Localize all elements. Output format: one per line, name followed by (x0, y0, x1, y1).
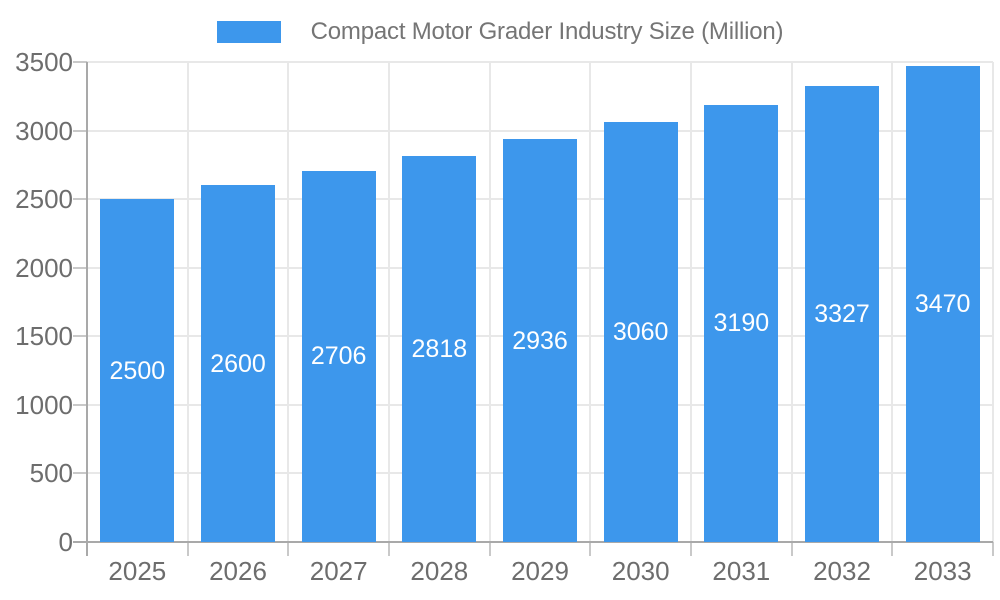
y-tick-label: 3000 (15, 115, 73, 146)
y-tick (73, 198, 87, 201)
x-tick (589, 542, 592, 556)
y-tick (73, 403, 87, 406)
bar[interactable] (805, 85, 879, 542)
x-tick (388, 542, 390, 556)
x-tick-label: 2027 (309, 556, 368, 586)
x-tick-label: 2025 (108, 556, 167, 586)
bar[interactable] (201, 185, 275, 542)
v-gridline (287, 62, 290, 542)
y-tick-label: 1500 (15, 321, 73, 352)
bar[interactable] (402, 155, 477, 542)
h-gridline (87, 61, 993, 63)
legend-swatch[interactable] (216, 21, 281, 43)
x-tick (488, 542, 491, 556)
bar-value-label: 3470 (914, 290, 971, 319)
v-gridline (488, 62, 491, 542)
bar-value-label: 2818 (411, 334, 468, 363)
v-gridline (186, 62, 189, 542)
v-gridline (992, 62, 994, 542)
h-gridline (87, 129, 993, 132)
bar[interactable] (704, 104, 779, 542)
v-gridline (589, 62, 592, 542)
y-tick (73, 335, 87, 338)
bar-value-label: 2500 (109, 356, 166, 385)
v-gridline (690, 62, 692, 542)
bar[interactable] (503, 139, 577, 542)
y-tick-label: 0 (58, 527, 73, 557)
v-gridline (388, 62, 390, 542)
y-tick-label: 1000 (15, 389, 73, 420)
y-tick-label: 500 (29, 458, 73, 489)
chart-legend[interactable]: Compact Motor Grader Industry Size (Mill… (0, 14, 1000, 50)
x-tick (790, 542, 793, 556)
y-tick-label: 3500 (15, 47, 73, 77)
v-gridline (790, 62, 793, 542)
x-tick (186, 542, 189, 556)
bar-value-label: 2706 (310, 342, 367, 371)
bar[interactable] (301, 170, 376, 542)
y-tick (73, 472, 87, 475)
x-tick-label: 2032 (813, 556, 871, 586)
y-tick (73, 129, 87, 132)
x-tick-label: 2029 (511, 556, 569, 586)
bar-value-label: 3327 (814, 299, 870, 328)
x-tick-label: 2033 (913, 556, 972, 586)
bar-value-label: 2600 (210, 349, 266, 378)
y-axis-line (86, 62, 88, 556)
x-tick-label: 2031 (712, 556, 771, 586)
v-gridline (891, 62, 894, 542)
x-tick (891, 542, 894, 556)
x-tick-label: 2030 (611, 556, 670, 586)
bar[interactable] (603, 122, 678, 542)
y-tick-label: 2500 (15, 184, 73, 215)
bar[interactable] (100, 199, 175, 542)
x-tick (287, 542, 290, 556)
y-tick (73, 61, 87, 63)
legend-label: Compact Motor Grader Industry Size (Mill… (310, 18, 784, 45)
x-tick (992, 542, 994, 556)
x-axis-line (73, 541, 993, 543)
x-tick (690, 542, 692, 556)
y-tick-label: 2000 (15, 252, 73, 283)
x-tick-label: 2026 (209, 556, 267, 586)
bar[interactable] (905, 66, 980, 542)
y-tick (73, 266, 87, 269)
bar-value-label: 2936 (512, 326, 568, 355)
bar-value-label: 3190 (713, 309, 770, 338)
bar-value-label: 3060 (612, 318, 669, 347)
x-tick-label: 2028 (410, 556, 469, 586)
